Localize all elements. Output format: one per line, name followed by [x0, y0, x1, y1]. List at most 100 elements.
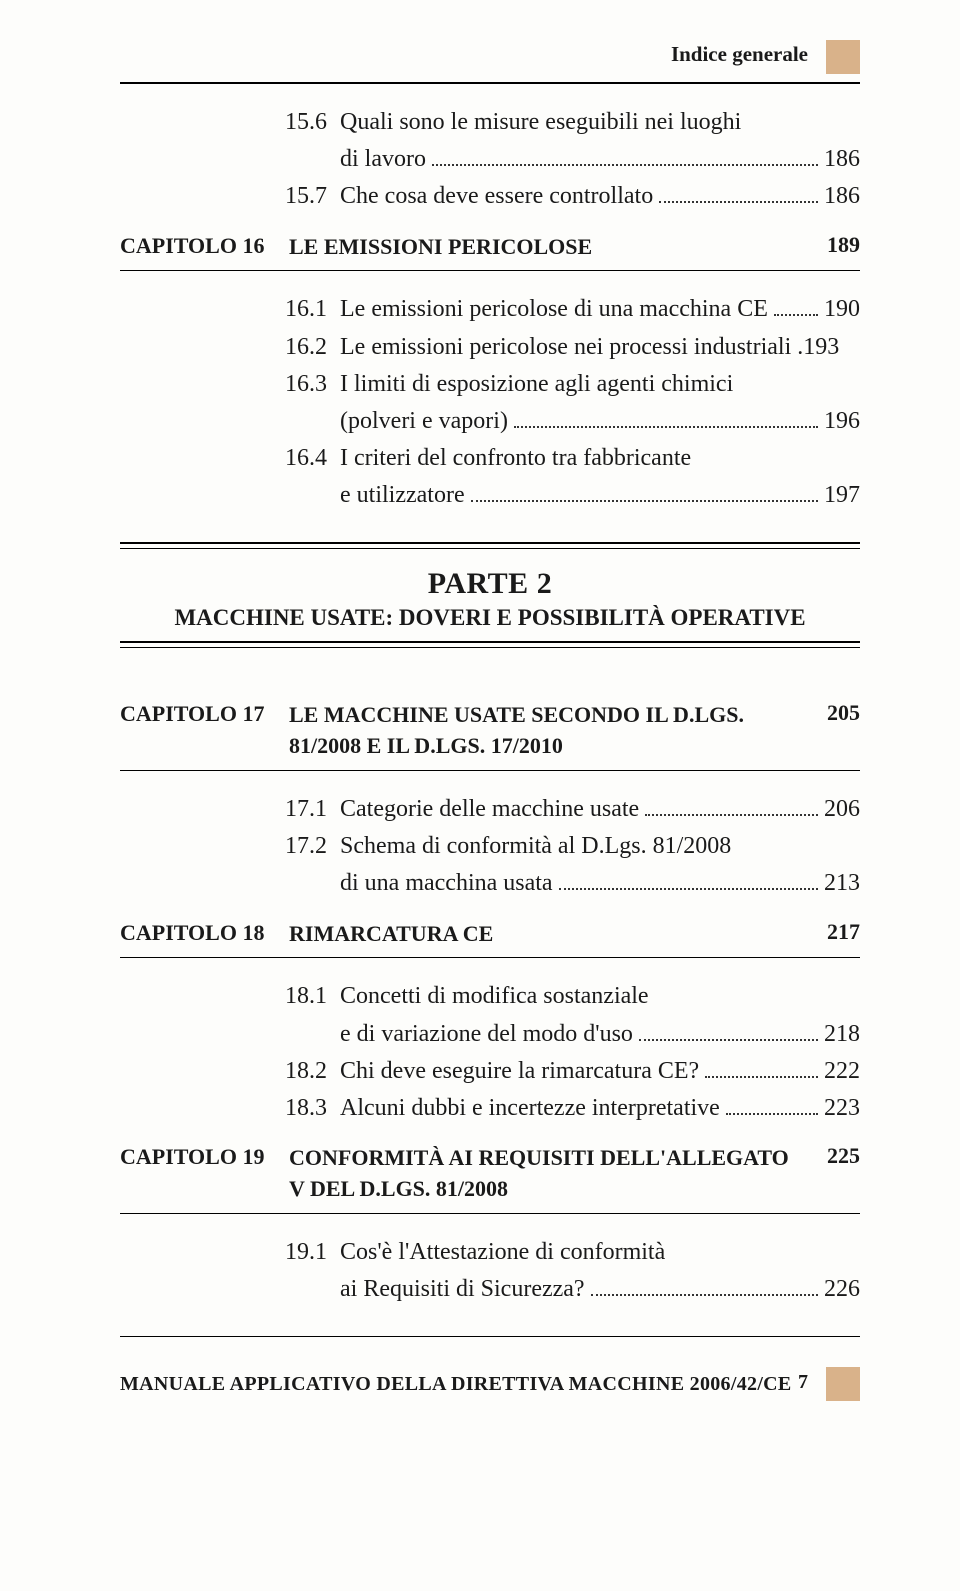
- page-header: Indice generale: [120, 40, 860, 74]
- toc-entry-18-1-line2: e di variazione del modo d'uso 218: [285, 1016, 860, 1053]
- page-footer: MANUALE APPLICATIVO DELLA DIRETTIVA MACC…: [120, 1367, 860, 1401]
- chapter-page: 189: [827, 232, 860, 258]
- entry-number: 16.3: [285, 366, 340, 403]
- part-divider-top: [120, 542, 860, 549]
- entry-title: Le emissioni pericolose di una macchina …: [340, 291, 768, 328]
- entry-title: Chi deve eseguire la rimarcatura CE?: [340, 1053, 699, 1090]
- entry-number: 18.2: [285, 1053, 340, 1090]
- footer-rule: [120, 1336, 860, 1337]
- toc-entry-18-1-line1: 18.1 Concetti di modifica sostanziale: [285, 978, 860, 1015]
- chapter-18-row: CAPITOLO 18 RIMARCATURA CE 217: [120, 919, 860, 950]
- leader-dots: [591, 1294, 818, 1296]
- entry-title: Cos'è l'Attestazione di conformità: [340, 1234, 665, 1271]
- entry-number: 16.1: [285, 291, 340, 328]
- toc-entry-17-2-line2: di una macchina usata 213: [285, 865, 860, 902]
- entry-page: 223: [824, 1090, 860, 1127]
- header-label: Indice generale: [671, 42, 822, 66]
- chapter-label: CAPITOLO 17: [120, 700, 275, 727]
- chapter-page: 205: [827, 700, 860, 726]
- entry-title-cont: (polveri e vapori): [340, 403, 508, 440]
- part-2-subtitle: MACCHINE USATE: DOVERI E POSSIBILITÀ OPE…: [120, 605, 860, 631]
- part-2-title: PARTE 2: [120, 567, 860, 601]
- chapter-label: CAPITOLO 19: [120, 1143, 275, 1170]
- entry-page: 222: [824, 1053, 860, 1090]
- entry-title: Concetti di modifica sostanziale: [340, 978, 649, 1015]
- entry-page: 218: [824, 1016, 860, 1053]
- entry-page: 186: [824, 178, 860, 215]
- toc-section-18: 18.1 Concetti di modifica sostanziale e …: [285, 978, 860, 1127]
- toc-section-16: 16.1 Le emissioni pericolose di una macc…: [285, 291, 860, 514]
- entry-title: Quali sono le misure eseguibili nei luog…: [340, 104, 741, 141]
- leader-dots: [514, 426, 818, 428]
- toc-page: Indice generale 15.6 Quali sono le misur…: [0, 0, 960, 1441]
- leader-dots: [726, 1113, 818, 1115]
- entry-number: 18.3: [285, 1090, 340, 1127]
- entry-number: 18.1: [285, 978, 340, 1015]
- chapter-19-row: CAPITOLO 19 CONFORMITÀ AI REQUISITI DELL…: [120, 1143, 860, 1205]
- toc-entry-16-2: 16.2 Le emissioni pericolose nei process…: [285, 329, 860, 366]
- toc-entry-15-6-line2: di lavoro 186: [285, 141, 860, 178]
- leader-dots: [645, 814, 818, 816]
- entry-title: Categorie delle macchine usate: [340, 791, 639, 828]
- chapter-title: CONFORMITÀ AI REQUISITI DELL'ALLEGATO V …: [289, 1143, 799, 1205]
- chapter-page: 225: [827, 1143, 860, 1169]
- entry-page: 197: [824, 477, 860, 514]
- entry-title: Schema di conformità al D.Lgs. 81/2008: [340, 828, 731, 865]
- leader-dots: [432, 164, 818, 166]
- chapter-page: 217: [827, 919, 860, 945]
- chapter-title: RIMARCATURA CE: [289, 919, 799, 950]
- chapter-17-row: CAPITOLO 17 LE MACCHINE USATE SECONDO IL…: [120, 700, 860, 762]
- entry-page: 186: [824, 141, 860, 178]
- leader-dots: [705, 1076, 818, 1078]
- footer-right: 7: [798, 1367, 860, 1401]
- entry-number: 16.2: [285, 329, 340, 366]
- toc-entry-15-7: 15.7 Che cosa deve essere controllato 18…: [285, 178, 860, 215]
- entry-number: 15.6: [285, 104, 340, 141]
- toc-entry-16-1: 16.1 Le emissioni pericolose di una macc…: [285, 291, 860, 328]
- leader-dots: [471, 500, 818, 502]
- entry-page: 196: [824, 403, 860, 440]
- toc-entry-16-3-line1: 16.3 I limiti di esposizione agli agenti…: [285, 366, 860, 403]
- entry-page: 193: [803, 329, 839, 366]
- toc-entry-15-6-line1: 15.6 Quali sono le misure eseguibili nei…: [285, 104, 860, 141]
- footer-page-number: 7: [798, 1371, 822, 1393]
- toc-entry-16-3-line2: (polveri e vapori) 196: [285, 403, 860, 440]
- entry-title-cont: di lavoro: [340, 141, 426, 178]
- toc-entry-18-3: 18.3 Alcuni dubbi e incertezze interpret…: [285, 1090, 860, 1127]
- toc-section-17: 17.1 Categorie delle macchine usate 206 …: [285, 791, 860, 903]
- chapter-title: LE EMISSIONI PERICOLOSE: [289, 232, 799, 263]
- chapter-title: LE MACCHINE USATE SECONDO IL D.LGS. 81/2…: [289, 700, 799, 762]
- entry-number: 15.7: [285, 178, 340, 215]
- entry-title-cont: di una macchina usata: [340, 865, 553, 902]
- leader-dots: [559, 888, 818, 890]
- toc-section-15: 15.6 Quali sono le misure eseguibili nei…: [285, 104, 860, 216]
- toc-entry-18-2: 18.2 Chi deve eseguire la rimarcatura CE…: [285, 1053, 860, 1090]
- entry-page: 226: [824, 1271, 860, 1308]
- leader-dots: [639, 1039, 818, 1041]
- toc-entry-17-2-line1: 17.2 Schema di conformità al D.Lgs. 81/2…: [285, 828, 860, 865]
- leader-dots: [659, 201, 818, 203]
- toc-entry-16-4-line1: 16.4 I criteri del confronto tra fabbric…: [285, 440, 860, 477]
- leader-dots: [774, 314, 818, 316]
- footer-title: MANUALE APPLICATIVO DELLA DIRETTIVA MACC…: [120, 1373, 792, 1396]
- entry-page: 206: [824, 791, 860, 828]
- toc-entry-16-4-line2: e utilizzatore 197: [285, 477, 860, 514]
- entry-title: Le emissioni pericolose nei processi ind…: [340, 329, 803, 366]
- entry-title-cont: e utilizzatore: [340, 477, 465, 514]
- entry-title-cont: e di variazione del modo d'uso: [340, 1016, 633, 1053]
- entry-number: 16.4: [285, 440, 340, 477]
- chapter-label: CAPITOLO 18: [120, 919, 275, 946]
- entry-page: 190: [824, 291, 860, 328]
- chapter-16-row: CAPITOLO 16 LE EMISSIONI PERICOLOSE 189: [120, 232, 860, 263]
- toc-section-19: 19.1 Cos'è l'Attestazione di conformità …: [285, 1234, 860, 1308]
- chapter-label: CAPITOLO 16: [120, 232, 275, 259]
- entry-page: 213: [824, 865, 860, 902]
- toc-entry-19-1-line2: ai Requisiti di Sicurezza? 226: [285, 1271, 860, 1308]
- toc-entry-19-1-line1: 19.1 Cos'è l'Attestazione di conformità: [285, 1234, 860, 1271]
- toc-entry-17-1: 17.1 Categorie delle macchine usate 206: [285, 791, 860, 828]
- footer-accent-block: [826, 1367, 860, 1401]
- entry-title-cont: ai Requisiti di Sicurezza?: [340, 1271, 585, 1308]
- entry-number: 17.1: [285, 791, 340, 828]
- entry-title: I criteri del confronto tra fabbricante: [340, 440, 691, 477]
- part-divider-bottom: [120, 641, 860, 648]
